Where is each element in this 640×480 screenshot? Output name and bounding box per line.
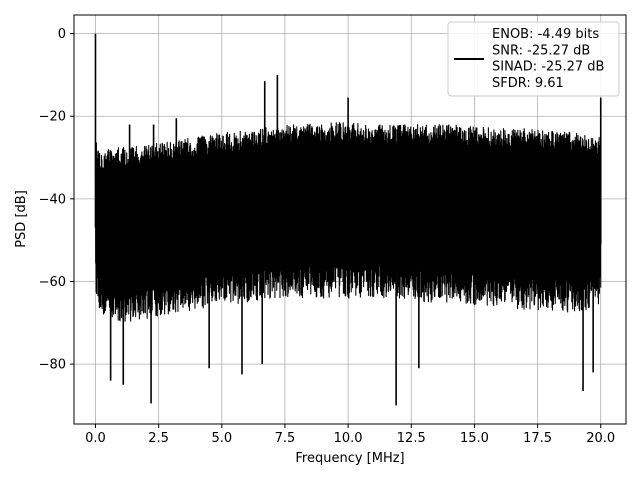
legend-label: ENOB: -4.49 bits SNR: -25.27 dB SINAD: -25… <box>492 27 604 91</box>
x-axis-ticks: 0.0 2.5 5.0 7.5 10.0 12.5 15.0 17.5 20.0 <box>85 424 615 446</box>
y-axis-ticks: 0 −20 −40 −60 −80 <box>39 27 74 373</box>
x-tick-label: 12.5 <box>397 431 426 446</box>
plot-frame <box>73 14 627 425</box>
x-axis-label: Frequency [MHz] <box>295 451 404 466</box>
y-tick-label: −60 <box>39 275 66 290</box>
x-tick-label: 20.0 <box>586 431 615 446</box>
x-tick-label: 2.5 <box>148 431 169 446</box>
y-axis-label: PSD [dB] <box>14 190 29 248</box>
x-tick-label: 5.0 <box>211 431 232 446</box>
x-tick-label: 7.5 <box>275 431 296 446</box>
psd-series <box>94 33 602 406</box>
x-tick-label: 0.0 <box>85 431 106 446</box>
y-tick-label: −80 <box>39 358 66 373</box>
y-tick-label: −20 <box>39 110 66 125</box>
x-tick-label: 10.0 <box>334 431 363 446</box>
legend: ENOB: -4.49 bits SNR: -25.27 dB SINAD: -25… <box>447 21 620 97</box>
y-tick-label: −40 <box>39 192 66 207</box>
y-tick-label: 0 <box>58 27 66 42</box>
legend-box <box>447 21 620 97</box>
x-tick-label: 17.5 <box>523 431 552 446</box>
x-tick-label: 15.0 <box>460 431 489 446</box>
